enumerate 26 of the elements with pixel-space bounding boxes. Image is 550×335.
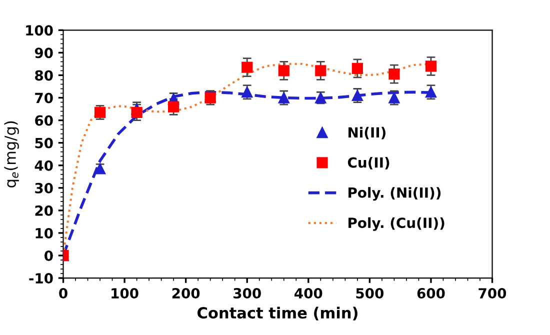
y-axis-title: q$_{e}$(mg/g): [4, 121, 19, 188]
y-tick-label: 100: [26, 25, 53, 36]
y-tick-label: 50: [35, 138, 53, 148]
legend-label: Poly. (Ni(II)): [348, 187, 441, 201]
legend-label: Cu(II): [348, 157, 390, 170]
x-tick-label: 100: [112, 288, 138, 299]
x-tick-label: 300: [234, 288, 261, 299]
x-tick-label: 700: [478, 288, 506, 299]
legend-label: Ni(II): [348, 126, 386, 140]
y-tick-label: 20: [35, 205, 53, 216]
y-tick-label: 10: [36, 228, 53, 238]
legend-label: Poly. (Cu(II)): [348, 217, 444, 231]
x-tick-label: 400: [294, 288, 322, 299]
x-tick-label: 600: [417, 288, 445, 299]
y-tick-label: 70: [35, 92, 53, 104]
x-axis-title: Contact time (min): [198, 306, 358, 320]
y-tick-label: 40: [34, 160, 53, 171]
y-tick-label: -10: [29, 273, 53, 284]
y-tick-label: 80: [35, 70, 53, 81]
y-tick-label: 30: [35, 182, 53, 194]
y-tick-label: 90: [34, 48, 53, 58]
x-tick-label: 500: [356, 288, 384, 299]
x-tick-label: 0: [59, 288, 68, 299]
y-tick-label: 0: [44, 250, 53, 261]
x-tick-label: 200: [172, 288, 200, 299]
y-tick-label: 60: [35, 115, 53, 126]
